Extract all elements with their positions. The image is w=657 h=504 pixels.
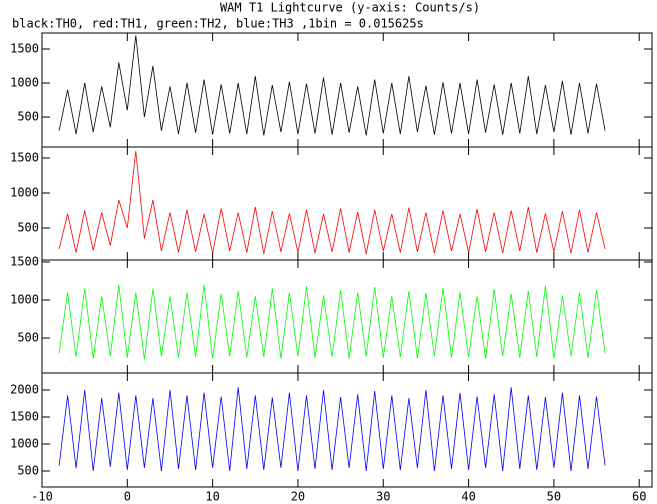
x-tick-label: 20 bbox=[291, 490, 305, 504]
light-curve bbox=[58, 150, 606, 254]
y-tick-label: 1000 bbox=[10, 437, 39, 451]
y-tick-label: 1000 bbox=[10, 76, 39, 90]
x-tick-label: 10 bbox=[205, 490, 219, 504]
x-tick-label: 50 bbox=[547, 490, 561, 504]
light-curve bbox=[58, 35, 606, 136]
y-tick-label: 1000 bbox=[10, 292, 39, 306]
panel-frame bbox=[41, 259, 653, 374]
x-tick-label: 40 bbox=[461, 490, 475, 504]
y-tick-label: 500 bbox=[17, 110, 39, 124]
light-curve bbox=[58, 387, 606, 472]
y-tick-label: 500 bbox=[17, 221, 39, 235]
panel-frame bbox=[41, 372, 653, 488]
x-tick-label: 0 bbox=[124, 490, 131, 504]
y-tick-label: 1500 bbox=[10, 410, 39, 424]
x-tick-label: 30 bbox=[376, 490, 390, 504]
y-tick-label: 1500 bbox=[10, 254, 39, 268]
y-tick-label: 1000 bbox=[10, 185, 39, 199]
y-tick-label: 2000 bbox=[10, 383, 39, 397]
y-tick-label: 500 bbox=[17, 331, 39, 345]
x-tick-label: 60 bbox=[632, 490, 646, 504]
light-curve bbox=[58, 284, 606, 360]
chart-title: WAM T1 Lightcurve (y-axis: Counts/s) bbox=[220, 1, 480, 15]
y-tick-label: 1500 bbox=[10, 41, 39, 55]
chart-subtitle: black:TH0, red:TH1, green:TH2, blue:TH3 … bbox=[12, 17, 424, 31]
y-tick-label: 1500 bbox=[10, 150, 39, 164]
y-tick-label: 500 bbox=[17, 464, 39, 478]
x-tick-label: -10 bbox=[31, 490, 53, 504]
